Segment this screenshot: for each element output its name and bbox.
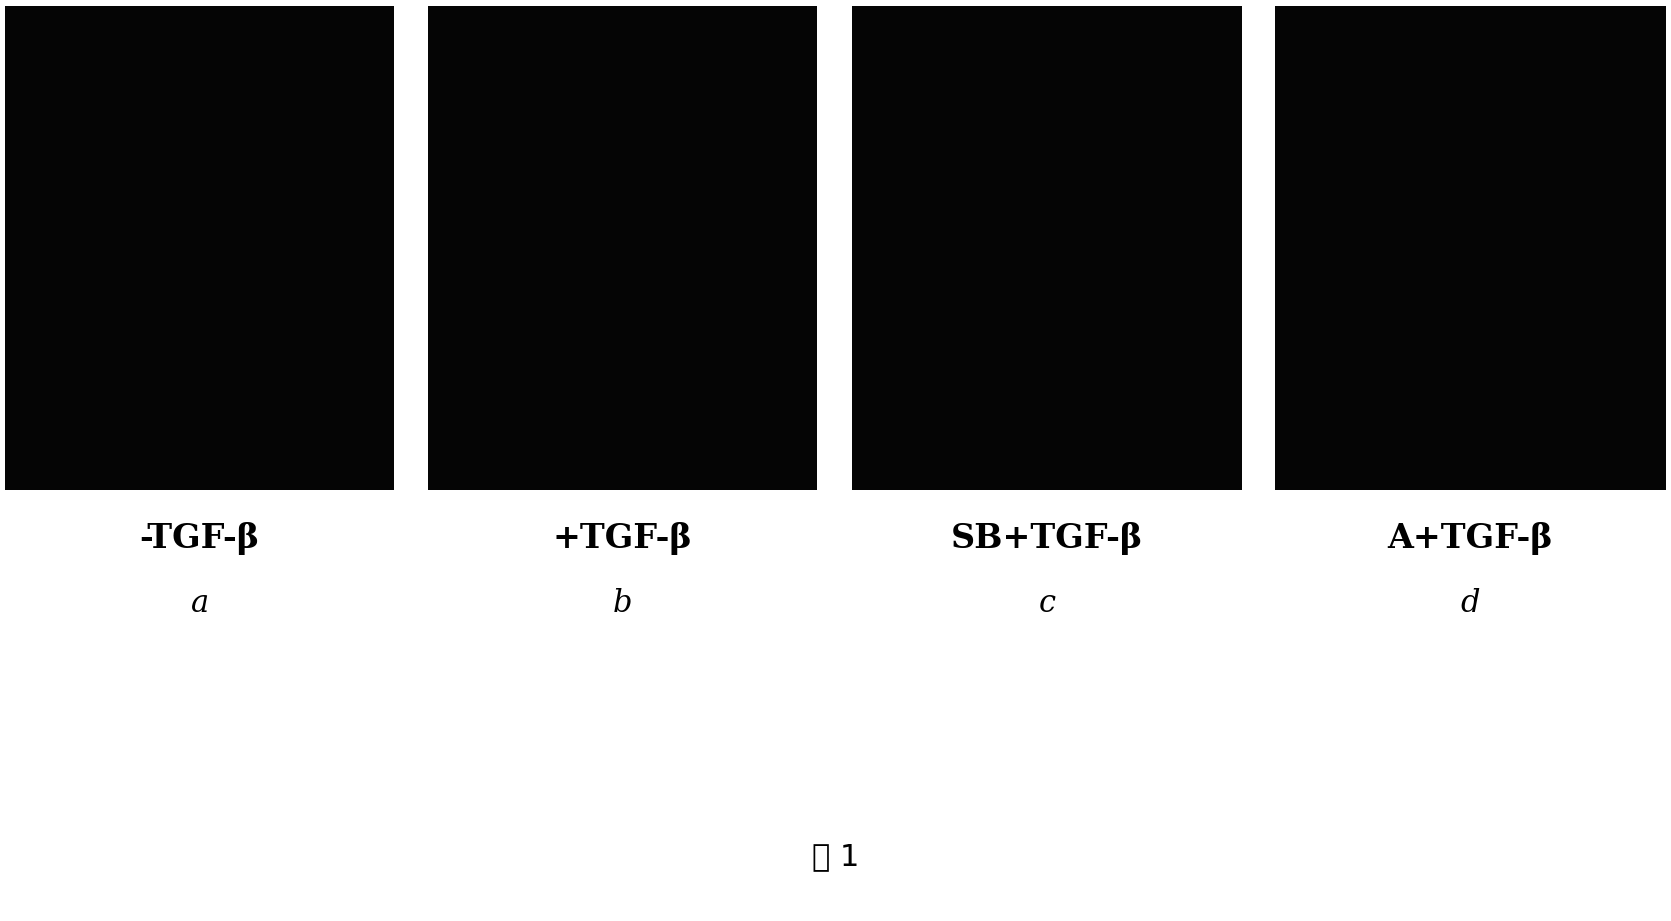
Text: d: d [1460, 588, 1481, 619]
Text: 图 1: 图 1 [812, 842, 859, 871]
Bar [852, 6, 1242, 490]
Text: b: b [613, 588, 632, 619]
Text: a: a [190, 588, 209, 619]
Text: -TGF-β: -TGF-β [140, 522, 259, 555]
Text: SB+TGF-β: SB+TGF-β [951, 522, 1143, 555]
Text: A+TGF-β: A+TGF-β [1387, 522, 1554, 555]
Bar [1275, 6, 1666, 490]
Text: c: c [1038, 588, 1056, 619]
Bar [428, 6, 817, 490]
Bar [5, 6, 394, 490]
Text: +TGF-β: +TGF-β [553, 522, 692, 555]
